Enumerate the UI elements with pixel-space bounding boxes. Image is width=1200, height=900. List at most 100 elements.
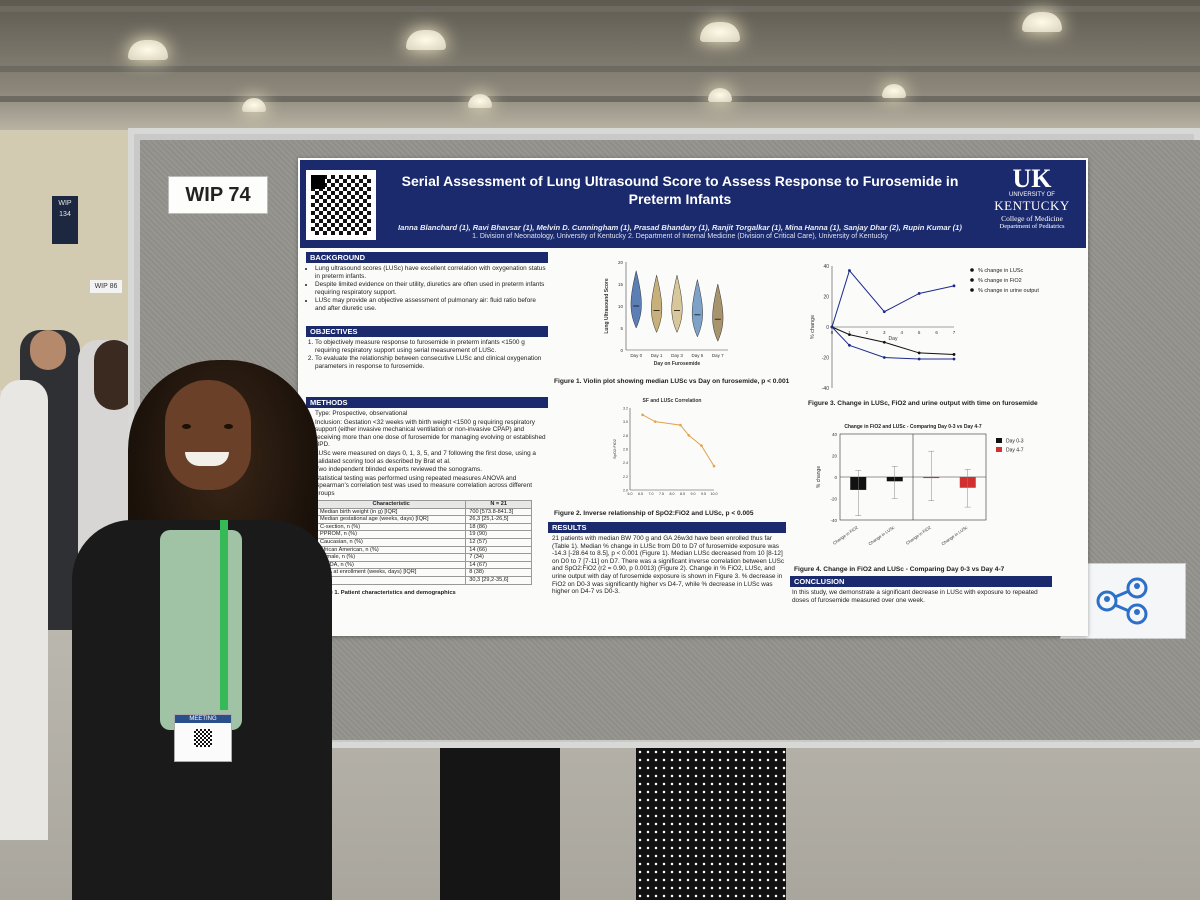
table-cell: Median gestational age (weeks, days) [IQ… [315,515,467,524]
y-tick-label: 0 [826,325,829,331]
presenter-top [160,530,242,730]
violin [712,283,724,342]
y-axis-label: % change [810,315,816,339]
convention-hall-ceiling [0,0,1200,130]
figure-2-caption: Figure 2. Inverse relationship of SpO2:F… [554,510,754,517]
presenter-eye [224,424,233,429]
table-cell: 8 (38) [465,568,532,577]
conclusion-heading: CONCLUSION [790,576,1052,587]
legend-label: % change in urine output [978,288,1039,294]
table-cell: 7 (34) [465,553,532,562]
background-person [0,380,48,840]
y-tick-label: 40 [823,264,829,270]
neighbor-board-label: WIP 86 [90,280,122,293]
x-tick-label: 7.5 [659,492,664,496]
ceiling-lamp [700,22,740,42]
x-tick-label: Day 1 [651,353,663,358]
figure-4-caption: Figure 4. Change in FiO2 and LUSc - Comp… [794,566,1005,573]
violin [671,275,683,334]
x-tick-label: 0 [831,330,834,335]
poster-affiliations: 1. Division of Neonatology, University o… [472,233,888,240]
presenter-smile [185,452,229,466]
table-cell: 12 (57) [465,537,532,547]
figure-3-caption: Figure 3. Change in LUSc, FiO2 and urine… [808,400,1038,407]
logo-university: UNIVERSITY OF [1009,192,1055,198]
x-tick-label: 2 [866,330,869,335]
ceiling-truss [0,66,1200,72]
x-tick-label: Day 3 [671,353,683,358]
data-point [882,340,886,344]
presenter-eye [182,424,191,429]
methods-item: Inclusion: Gestation <32 weeks with birt… [315,419,548,449]
table-cell: Caucasian, n (%) [315,537,467,547]
objective-item: To evaluate the relationship between con… [315,355,548,370]
x-tick-label: 7 [953,330,956,335]
x-tick-label: 8.0 [670,492,675,496]
y-tick-label: 15 [618,282,624,287]
x-tick-label: Change in LUSc [867,525,895,547]
figure-1-caption: Figure 1. Violin plot showing median LUS… [554,378,790,385]
y-tick-label: 2.8 [623,434,628,438]
table-cell: PMA at enrollment (weeks, days) [IQR] [315,568,467,577]
y-tick-label: 20 [832,454,838,459]
table-cell: hsPDA, n (%) [315,560,467,570]
series-line [831,269,955,328]
data-point [952,284,956,288]
methods-text: Type: Prospective, observationalInclusio… [306,410,548,499]
objective-item: To objectively measure response to furos… [315,339,548,354]
name-badge: MEETING [174,714,232,762]
y-tick-label: 5 [620,326,623,331]
legend-marker [970,268,974,272]
methods-item: Statistical testing was performed using … [315,475,548,498]
x-tick-label: Day 0 [630,353,642,358]
research-poster: Serial Assessment of Lung Ultrasound Sco… [298,158,1088,636]
data-point [653,420,657,423]
y-tick-label: -40 [830,518,837,523]
table-cell: African American, n (%) [315,545,467,555]
x-tick-label: Change in FiO2 [905,524,932,545]
figure-3-line-chart: -40 -20 0 20 40 0 1 2 3 4 5 6 7 Day % change % change i… [810,264,1039,392]
x-tick-label: 9.5 [701,492,706,496]
poster-authors: Ianna Blanchard (1), Ravi Bhavsar (1), M… [398,223,962,232]
table-cell: Median birth weight (in g) [IQR] [315,507,467,517]
logo-department: Department of Pediatrics [999,223,1065,230]
table-header-cell: Characteristic [315,500,467,509]
data-point [687,434,691,437]
ceiling-truss [0,96,1200,102]
table-header-cell: N = 21 [465,500,532,509]
logo-college: College of Medicine [1001,214,1063,223]
methods-heading: METHODS [306,397,548,408]
x-tick-label: 10.0 [711,492,718,496]
table-cell: Female, n (%) [315,553,467,562]
table-row: African American, n (%) 14 (66) [315,545,532,555]
ceiling-lamp [406,30,446,50]
background-person-head [30,330,66,370]
methods-item: Type: Prospective, observational [315,410,548,418]
uk-mark: UK [1012,164,1052,193]
ceiling-lamp [242,98,266,112]
table-cell: PPROM, n (%) [315,530,467,539]
badge-qr-code [194,729,212,747]
background-heading: BACKGROUND [306,252,548,263]
y-tick-label: -20 [830,497,837,502]
data-point [917,351,921,355]
legend-label: % change in FiO2 [978,278,1022,284]
table-row: Caucasian, n (%) 12 (57) [315,537,532,547]
objectives-text: To objectively measure response to furos… [306,339,548,371]
data-point [712,464,716,468]
figure-1-violin-plot: 0 5 10 15 20 Day 0 Day 1 Day 3 Day 5 Day 7 Day on … [604,260,728,367]
x-tick-label: 6.5 [638,492,643,496]
x-tick-label: Day 5 [692,353,704,358]
y-tick-label: 40 [832,432,838,437]
table-cell: 14 (66) [465,545,532,555]
x-tick-label: 6 [935,330,938,335]
results-text: 21 patients with median BW 700 g and GA … [552,535,785,596]
x-tick-label: 6.0 [628,492,633,496]
data-point [848,333,851,337]
y-tick-label: 3.2 [623,407,628,411]
figure-2-correlation-plot: SF and LUSc Correlation 2.0 2.2 2.4 2.6 2.8 3.… [612,398,718,496]
table-cell [315,575,467,585]
y-axis-label: % change [816,466,822,488]
background-item: LUSc may provide an objective assessment… [315,297,548,312]
chart-title: SF and LUSc Correlation [643,398,702,404]
